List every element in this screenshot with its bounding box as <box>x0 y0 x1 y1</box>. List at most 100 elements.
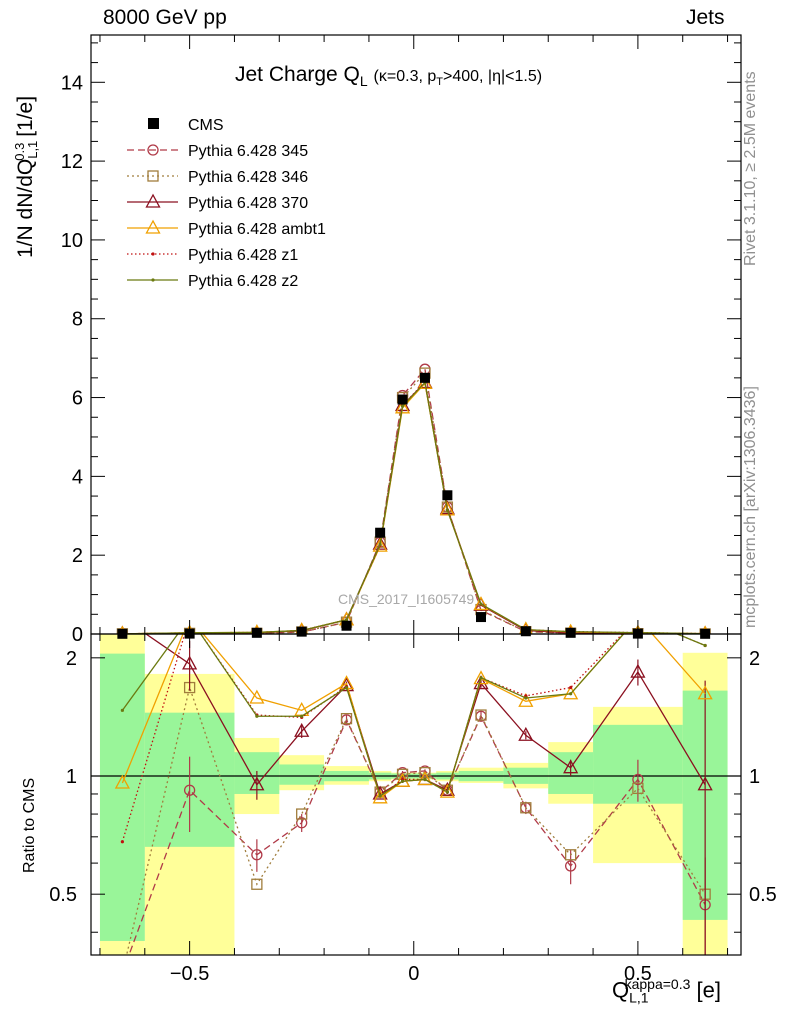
ratio-lines <box>114 634 713 955</box>
series-2-ratio-point <box>697 776 713 791</box>
series-3-ratio-point <box>563 685 579 700</box>
x-tick-label: 0.5 <box>624 963 652 985</box>
ratio-y-tick-label-right: 2 <box>749 648 760 670</box>
x-tick-label: −0.5 <box>170 963 209 985</box>
series-3-ratio-point <box>372 789 388 804</box>
header-right: Jets <box>686 6 725 29</box>
x-axis-label: QL,1kappa=0.3 [e] <box>612 976 721 1006</box>
series-3-ratio-point <box>518 692 534 707</box>
y-tick-label: 8 <box>72 309 83 331</box>
y-tick-label: 14 <box>61 72 83 94</box>
series-5-point <box>378 542 382 547</box>
series-3-ratio-point <box>417 771 433 786</box>
ratio-frame <box>90 633 742 956</box>
series-2-ratio-point <box>473 675 489 690</box>
series-1-ratio-point <box>475 709 487 721</box>
series-4-ratio-line <box>121 634 706 842</box>
cms-point <box>442 490 453 501</box>
legend-marker-1 <box>147 170 159 182</box>
series-3-ratio-point <box>249 689 265 704</box>
y-tick-label: 10 <box>61 230 83 252</box>
series-3-ratio-point <box>439 783 455 798</box>
series-0-ratio-line <box>128 714 706 955</box>
ratio-y-tick-label-right: 0.5 <box>749 884 777 906</box>
series-5-point <box>400 404 405 408</box>
series-2-ratio-point <box>439 781 455 796</box>
series-5-ratio-line <box>121 634 706 797</box>
legend-marker-5 <box>151 278 155 282</box>
series-0-ratio-point <box>565 860 577 872</box>
legend-label-5: Pythia 6.428 z2 <box>188 273 298 290</box>
series-5-ratio-point <box>400 779 405 783</box>
series-3-point <box>394 399 411 414</box>
series-5-point <box>445 508 449 512</box>
series-5-ratio-point <box>300 714 304 718</box>
series-5-ratio-point <box>120 708 124 712</box>
series-1-ratio-point <box>419 766 431 779</box>
rivet-label: Rivet 3.1.10, ≥ 2.5M events <box>742 71 759 266</box>
series-1-ratio-line <box>125 685 706 955</box>
legend-label-0: Pythia 6.428 345 <box>188 143 308 160</box>
legend-marker-4 <box>151 252 155 256</box>
series-4-ratio-point <box>569 685 573 690</box>
header-left: 8000 GeV pp <box>103 6 227 29</box>
series-0-ratio-point <box>183 784 196 796</box>
series-3-point <box>372 537 388 552</box>
x-tick-label: 0 <box>408 963 419 985</box>
series-5-line <box>122 381 706 634</box>
series-2-ratio-point <box>518 726 534 741</box>
series-2-ratio-point <box>182 655 198 670</box>
series-5-point <box>479 602 483 606</box>
series-3-ratio-point <box>473 670 489 685</box>
series-5-ratio-point <box>703 643 707 648</box>
cms-point <box>565 627 576 638</box>
legend-label-4: Pythia 6.428 z1 <box>188 247 298 264</box>
series-2-point <box>372 535 388 550</box>
watermark: CMS_2017_I1605749 <box>338 591 475 607</box>
legend-label-3: Pythia 6.428 ambt1 <box>188 221 326 238</box>
y-tick-label: 0 <box>72 624 83 646</box>
series-1-ratio-point <box>296 808 308 820</box>
band-green <box>279 764 325 785</box>
y-tick-label: 6 <box>72 388 83 410</box>
y-axis-label: 1/N dN/dQL,10.3 [1/e] <box>12 95 41 258</box>
ratio-y-tick-label-right: 1 <box>749 766 760 788</box>
series-3-ratio-point <box>394 772 411 787</box>
cms-point <box>296 626 307 637</box>
series-0-ratio-point <box>632 773 644 786</box>
legend-marker-3 <box>145 219 161 234</box>
series-5-point <box>344 618 349 622</box>
series-4-ratio-point <box>120 840 124 844</box>
series-0-ratio-point <box>296 817 308 829</box>
series-1-ratio-point <box>520 802 532 814</box>
series-3-ratio-point <box>114 774 130 789</box>
y-tick-label: 4 <box>72 466 83 488</box>
chart-title: Jet Charge QL (κ=0.3, pT>400, |η|<1.5) <box>235 63 542 89</box>
ratio-y-label: Ratio to CMS <box>21 777 38 873</box>
y-tick-label: 12 <box>61 151 83 173</box>
series-2-ratio-point <box>338 677 355 692</box>
series-3-ratio-point <box>697 685 713 700</box>
series-1-ratio-point <box>251 878 263 890</box>
ratio-y-tick-label: 1 <box>66 766 77 788</box>
series-5-ratio-point <box>378 794 382 798</box>
band-green <box>99 653 145 941</box>
ratio-y-tick-label: 2 <box>66 648 77 670</box>
cms-point <box>419 372 430 383</box>
mcplots-label: mcplots.cern.ch [arXiv:1306.3436] <box>742 386 759 628</box>
y-tick-label: 2 <box>72 545 83 567</box>
legend-label-2: Pythia 6.428 370 <box>188 195 308 212</box>
series-5-ratio-point <box>344 685 349 690</box>
legend-label-1: Pythia 6.428 346 <box>188 169 308 186</box>
series-2-ratio-point <box>630 663 646 678</box>
series-1-ratio-point <box>565 849 577 861</box>
legend-marker-cms <box>148 118 159 129</box>
cms-point <box>476 612 486 623</box>
legend-marker-0 <box>147 144 159 156</box>
legend-label-cms: CMS <box>188 117 224 134</box>
title-sub: L <box>359 73 368 90</box>
series-1-ratio-point <box>632 782 644 795</box>
series-1-ratio-point <box>340 712 353 725</box>
